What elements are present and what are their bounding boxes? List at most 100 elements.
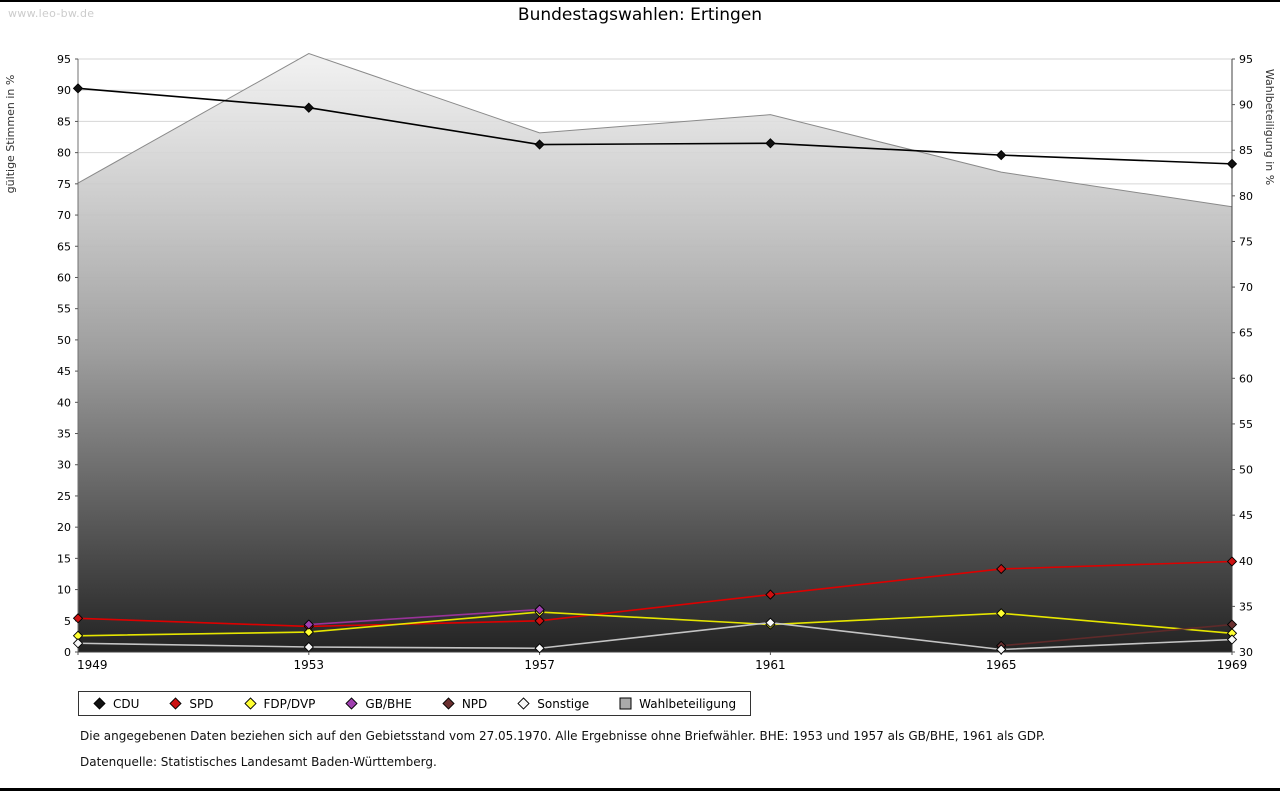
series-point-gb-bhe-1953 bbox=[303, 619, 314, 630]
y-left-tick-label: 20 bbox=[57, 521, 71, 534]
series-point-cdu-1969 bbox=[1226, 158, 1238, 170]
legend-diamond-icon-sonstige bbox=[517, 697, 530, 710]
y-left-tick-label: 5 bbox=[64, 615, 71, 628]
y-right-tick-label: 35 bbox=[1239, 600, 1253, 613]
y-left-tick-label: 85 bbox=[57, 115, 71, 128]
series-line-gb-bhe bbox=[308, 608, 540, 626]
y-left-tick-label: 75 bbox=[57, 178, 71, 191]
legend-diamond-icon-fdp-dvp bbox=[243, 697, 257, 710]
y-right-tick-label: 40 bbox=[1239, 555, 1253, 568]
y-axis-title-left: gültige Stimmen in % bbox=[4, 75, 17, 194]
series-point-spd-1957 bbox=[534, 615, 545, 626]
series-point-gb-bhe-1957 bbox=[534, 604, 545, 615]
series-line-spd bbox=[77, 560, 1233, 628]
legend-label-gb-bhe: GB/BHE bbox=[365, 696, 412, 711]
y-left-tick-label: 30 bbox=[57, 459, 71, 472]
series-line-sonstige bbox=[77, 621, 1233, 651]
series-point-sonstige-1953 bbox=[303, 641, 314, 653]
legend-item-wahlbeteiligung: Wahlbeteiligung bbox=[619, 697, 736, 711]
y-right-tick-label: 85 bbox=[1239, 144, 1253, 157]
legend-label-npd: NPD bbox=[461, 696, 488, 711]
y-right-tick-label: 90 bbox=[1239, 99, 1253, 112]
y-left-tick-label: 25 bbox=[57, 490, 71, 503]
series-point-sonstige-1949 bbox=[72, 638, 84, 649]
legend-label-cdu: CDU bbox=[113, 696, 140, 711]
legend-diamond-icon-gb-bhe bbox=[345, 697, 359, 710]
series-point-cdu-1957 bbox=[534, 139, 545, 150]
y-left-tick-label: 50 bbox=[57, 334, 71, 347]
y-left-tick-label: 65 bbox=[57, 240, 71, 253]
legend-item-cdu: CDU bbox=[93, 697, 139, 711]
legend-item-sonstige: Sonstige bbox=[517, 697, 589, 711]
y-axis-title-right: Wahlbeteiligung in % bbox=[1263, 69, 1276, 185]
legend-label-fdp-dvp: FDP/DVP bbox=[263, 696, 316, 711]
y-left-tick-label: 45 bbox=[57, 365, 71, 378]
series-point-cdu-1961 bbox=[765, 138, 776, 149]
x-tick-label-1957: 1957 bbox=[524, 658, 555, 672]
chart-legend: CDU SPD FDP/DVP GB/BHE NPD Sonstige Wahlbeteil… bbox=[78, 691, 752, 716]
x-tick-label-1965: 1965 bbox=[986, 658, 1017, 672]
area-wahlbeteiligung bbox=[78, 53, 1232, 653]
series-point-sonstige-1969 bbox=[1226, 634, 1238, 645]
y-left-tick-label: 70 bbox=[57, 209, 71, 222]
y-left-tick-label: 35 bbox=[57, 428, 71, 441]
series-point-spd-1949 bbox=[72, 613, 84, 624]
legend-item-npd: NPD bbox=[442, 697, 487, 711]
y-right-tick-label: 65 bbox=[1239, 327, 1253, 340]
y-left-tick-label: 40 bbox=[57, 396, 71, 409]
series-point-cdu-1965 bbox=[996, 149, 1007, 161]
y-left-tick-label: 80 bbox=[57, 147, 71, 160]
y-right-tick-label: 45 bbox=[1239, 509, 1253, 522]
x-tick-label-1961: 1961 bbox=[755, 658, 786, 672]
footnote-datenquelle: Datenquelle: Statistisches Landesamt Bad… bbox=[80, 755, 437, 769]
y-right-tick-label: 30 bbox=[1239, 646, 1253, 659]
series-point-fdp-dvp-1965 bbox=[996, 608, 1007, 619]
legend-diamond-icon-cdu bbox=[93, 697, 106, 710]
legend-item-gb-bhe: GB/BHE bbox=[345, 696, 412, 711]
series-point-sonstige-1961 bbox=[765, 617, 776, 628]
watermark: www.leo-bw.de bbox=[8, 7, 95, 20]
series-point-fdp-dvp-1953 bbox=[303, 626, 314, 638]
footnote-gebietsstand: Die angegebenen Daten beziehen sich auf … bbox=[80, 729, 1046, 743]
y-left-tick-label: 90 bbox=[57, 84, 71, 97]
y-right-tick-label: 80 bbox=[1239, 190, 1253, 203]
footnotes: Die angegebenen Daten beziehen sich auf … bbox=[80, 729, 1045, 781]
series-line-cdu bbox=[77, 87, 1233, 165]
series-point-spd-1965 bbox=[996, 563, 1007, 575]
legend-label-wahlbeteiligung: Wahlbeteiligung bbox=[639, 696, 737, 711]
area-edge-wahlbeteiligung bbox=[77, 52, 1233, 208]
legend-diamond-icon-npd bbox=[442, 697, 455, 710]
legend-label-sonstige: Sonstige bbox=[537, 696, 590, 711]
y-right-tick-label: 75 bbox=[1239, 235, 1253, 248]
y-left-tick-label: 15 bbox=[57, 552, 71, 565]
legend-diamond-icon-spd bbox=[169, 697, 183, 710]
series-point-npd-1969 bbox=[1226, 619, 1238, 630]
chart-canvas: 0 5 10 15 20 25 30 35 40 45 50 55 60 65 70 75 80 85 90 95 30… bbox=[0, 2, 1280, 682]
series-line-fdp-dvp bbox=[77, 611, 1233, 637]
chart-svg: 0 5 10 15 20 25 30 35 40 45 50 55 60 65 70 75 80 85 90 95 30… bbox=[4, 52, 1276, 672]
series-point-cdu-1953 bbox=[303, 102, 314, 113]
y-left-tick-label: 55 bbox=[57, 303, 71, 316]
legend-item-spd: SPD bbox=[169, 696, 214, 711]
y-left-tick-label: 10 bbox=[57, 584, 71, 597]
series-point-sonstige-1965 bbox=[996, 644, 1007, 655]
x-tick-label-1969: 1969 bbox=[1217, 658, 1248, 672]
y-left-tick-label: 60 bbox=[57, 271, 71, 284]
legend-item-fdp-dvp: FDP/DVP bbox=[243, 696, 316, 711]
x-tick-label-1949: 1949 bbox=[77, 658, 108, 672]
legend-label-spd: SPD bbox=[189, 696, 214, 711]
y-right-tick-label: 70 bbox=[1239, 281, 1253, 294]
series-line-npd bbox=[1001, 623, 1233, 647]
series-point-sonstige-1957 bbox=[534, 643, 545, 654]
y-right-tick-label: 60 bbox=[1239, 372, 1253, 385]
y-left-tick-label: 0 bbox=[64, 646, 71, 659]
y-right-tick-label: 95 bbox=[1239, 53, 1253, 66]
series-point-cdu-1949 bbox=[72, 83, 84, 94]
y-left-tick-label: 95 bbox=[57, 53, 71, 66]
y-right-tick-label: 50 bbox=[1239, 464, 1253, 477]
page-title: Bundestagswahlen: Ertingen bbox=[517, 5, 763, 25]
series-point-spd-1961 bbox=[765, 589, 776, 600]
y-right-tick-label: 55 bbox=[1239, 418, 1253, 431]
legend-square-icon-wahlbeteiligung bbox=[619, 697, 632, 710]
